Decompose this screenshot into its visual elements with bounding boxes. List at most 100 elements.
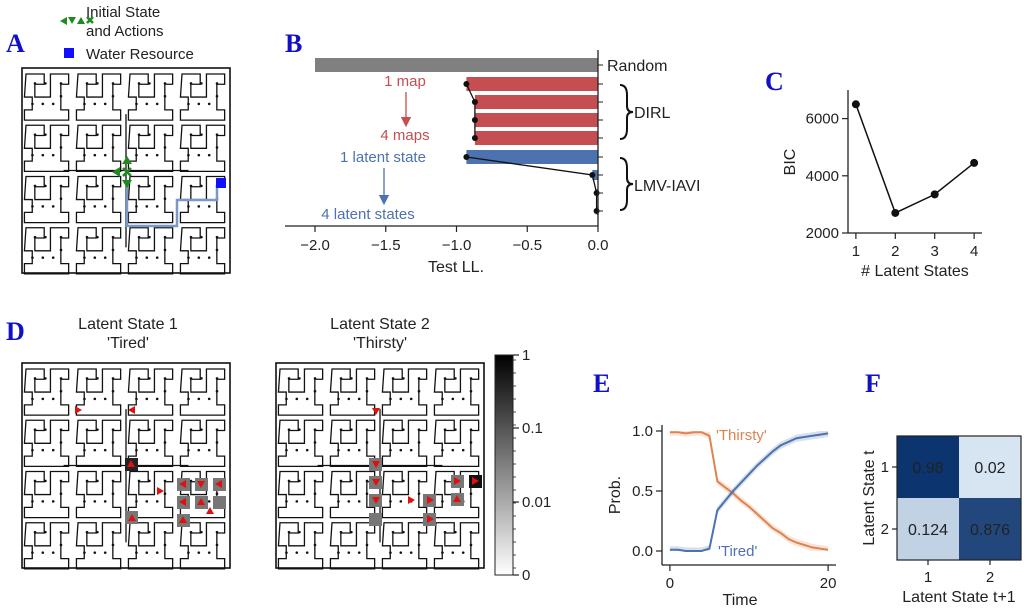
maze-dot xyxy=(357,448,361,452)
maze-wall xyxy=(75,73,122,121)
maze-dot xyxy=(155,397,159,401)
maze-wall xyxy=(23,124,70,173)
maze-dot xyxy=(389,500,392,503)
x-axis-label: Time xyxy=(723,592,758,609)
bic-point xyxy=(851,100,860,109)
maze-dot xyxy=(33,133,37,136)
maze-dot xyxy=(469,543,473,547)
maze-dot xyxy=(83,551,86,554)
maze-dot xyxy=(389,448,392,452)
maze-dot xyxy=(148,479,151,483)
maze-dot xyxy=(111,543,115,547)
maze-dot xyxy=(96,530,99,534)
maze-dot xyxy=(111,377,115,380)
policy-arrow-icon xyxy=(372,461,380,468)
policy-arrow-icon xyxy=(453,495,461,502)
series-label-tired: 'Tired' xyxy=(718,543,757,560)
maze-dot xyxy=(391,377,395,380)
maze-dot xyxy=(443,479,447,483)
panel-label-b: B xyxy=(285,29,302,58)
panel-label-f: F xyxy=(865,369,881,398)
colorbar: 1 0.1 0.01 0 xyxy=(494,347,551,584)
maze-dot xyxy=(350,530,353,534)
maze-dot xyxy=(417,389,421,393)
maze-dot xyxy=(33,530,37,534)
maze-dot xyxy=(207,102,211,106)
maze-dot xyxy=(85,235,89,239)
maze-dot xyxy=(103,102,107,106)
maze-dot xyxy=(59,248,63,252)
maze-dot xyxy=(391,428,395,431)
maze-dot xyxy=(357,397,361,401)
bar xyxy=(474,113,598,127)
y-tick-label: 2 xyxy=(881,521,889,538)
maze-dot xyxy=(365,428,369,431)
colorbar-tick-label: 0.1 xyxy=(522,420,543,437)
maze-border xyxy=(275,362,485,569)
y-tick-label: 2000 xyxy=(806,225,839,242)
maze-dot xyxy=(103,397,107,401)
maze-dot xyxy=(93,102,97,106)
maze-dot xyxy=(189,479,193,483)
maze-dot xyxy=(391,479,395,483)
maze-dot xyxy=(59,479,63,483)
maze-dot xyxy=(295,500,299,503)
maze-wall xyxy=(23,368,70,416)
maze-dot xyxy=(44,479,47,483)
maze-wall xyxy=(179,227,226,275)
maze-dot xyxy=(163,377,167,380)
maze-dot xyxy=(137,428,141,431)
maze-wall xyxy=(23,470,70,519)
maze-wall xyxy=(127,124,174,173)
heatmap-cell-label: 0.02 xyxy=(974,460,1005,477)
maze-border xyxy=(21,67,231,274)
maze-dot xyxy=(337,500,340,503)
maze-wall xyxy=(277,419,324,468)
y-tick-label: 0.0 xyxy=(632,543,653,560)
maze-dot xyxy=(96,133,99,136)
maze-dot xyxy=(339,530,343,534)
maze-dot xyxy=(197,397,201,401)
maze-dot xyxy=(59,389,63,393)
x-tick-label: 3 xyxy=(931,243,939,260)
maze-dot xyxy=(417,428,421,431)
maze-dot xyxy=(215,543,219,547)
legend-initial-state-line1: Initial State xyxy=(86,4,160,21)
policy-arrow-icon xyxy=(179,516,187,523)
maze-wall xyxy=(277,522,324,570)
maze-dot xyxy=(197,205,201,208)
policy-arrow-icon xyxy=(427,496,434,504)
maze-dot xyxy=(187,551,190,554)
maze-dot xyxy=(454,377,457,380)
policy-arrow-icon xyxy=(454,477,461,485)
maze-dot xyxy=(417,441,421,444)
maze-dot xyxy=(399,500,403,503)
x-tick-label: 1 xyxy=(924,569,932,586)
maze-dot xyxy=(454,428,457,431)
maze-dot xyxy=(350,428,353,431)
maze-dot xyxy=(215,235,219,239)
maze-dot xyxy=(469,428,473,431)
maze-dot xyxy=(215,389,219,393)
maze-dot xyxy=(187,205,190,208)
confidence-band xyxy=(669,431,829,551)
maze-dot xyxy=(93,551,97,554)
maze-dot xyxy=(135,551,138,554)
policy-arrow-icon xyxy=(128,406,135,414)
maze-dot xyxy=(469,389,473,393)
maze-dot xyxy=(148,377,151,380)
maze-dot xyxy=(215,94,219,98)
maze-wall xyxy=(23,175,70,224)
maze-dot xyxy=(31,500,34,503)
panel-label-a: A xyxy=(6,29,25,58)
maze-dot xyxy=(155,448,159,452)
maze-dot xyxy=(365,543,369,547)
maze-dot xyxy=(215,133,219,136)
maze-dot xyxy=(93,205,97,208)
maze-dot xyxy=(197,448,201,452)
maze-dot xyxy=(200,377,203,380)
maze-dot xyxy=(145,205,149,208)
policy-arrow-icon xyxy=(157,487,164,495)
y-tick-label: 1 xyxy=(881,459,889,476)
maze-dot xyxy=(313,428,317,431)
